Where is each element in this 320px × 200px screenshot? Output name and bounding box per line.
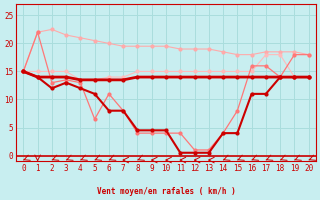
X-axis label: Vent moyen/en rafales ( km/h ): Vent moyen/en rafales ( km/h ) <box>97 187 236 196</box>
